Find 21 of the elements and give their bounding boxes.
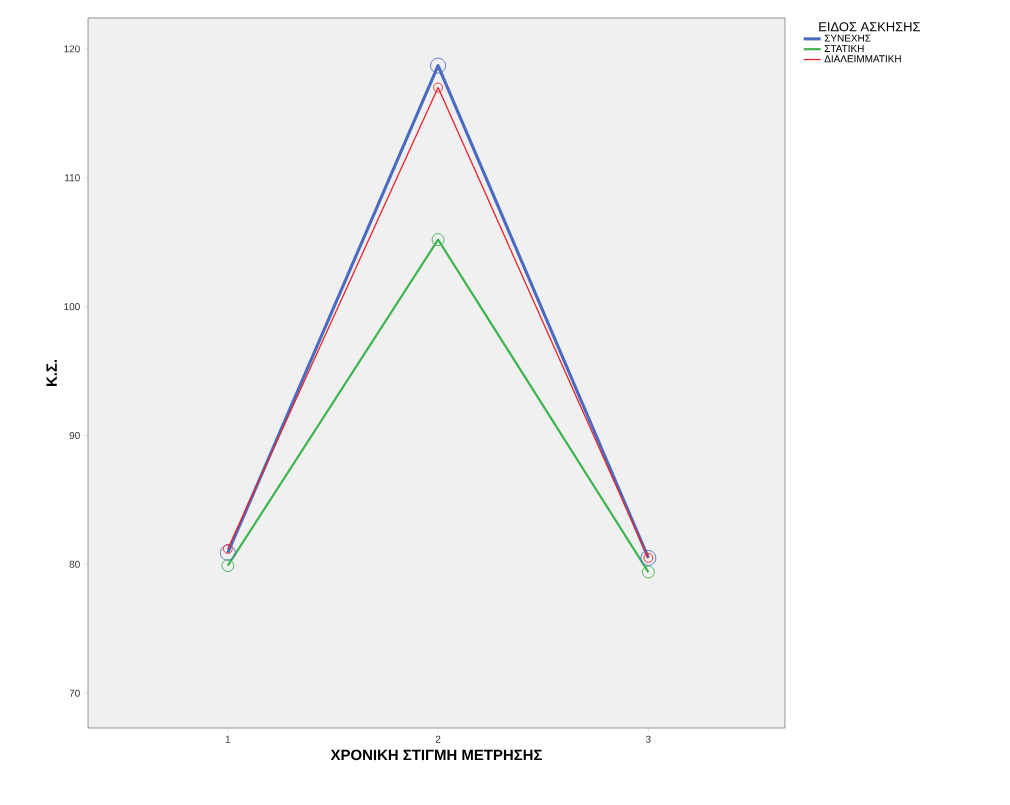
y-tick-label: 80 <box>69 560 80 568</box>
y-tick-label: 100 <box>64 303 80 311</box>
point <box>431 233 445 247</box>
point <box>433 82 444 93</box>
x-axis-title: ΧΡΟΝΙΚΗ ΣΤΙΓΜΗ ΜΕΤΡΗΣΗΣ <box>330 749 542 761</box>
y-tick-label: 110 <box>65 174 80 182</box>
legend-label: ΣΤΑΤΙΚΗ <box>824 45 864 52</box>
y-axis-title: Κ.Σ. <box>46 359 57 387</box>
x-tick-label: 3 <box>645 735 651 743</box>
y-tick-label: 70 <box>69 689 80 697</box>
point <box>219 544 236 561</box>
legend-label: ΣΥΝΕΧΗΣ <box>824 34 871 42</box>
x-tick-label: 2 <box>435 735 441 743</box>
x-tick-label: 1 <box>225 735 231 743</box>
legend-title: ΕΙΔΟΣ ΑΣΚΗΣΗΣ <box>819 22 921 32</box>
point <box>221 559 235 573</box>
point <box>430 57 446 74</box>
point <box>641 565 655 579</box>
legend-label: ΔΙΑΛΕΙΜΜΑΤΙΚΗ <box>824 55 901 63</box>
y-tick-label: 90 <box>69 431 80 440</box>
y-tick-label: 120 <box>64 45 80 53</box>
